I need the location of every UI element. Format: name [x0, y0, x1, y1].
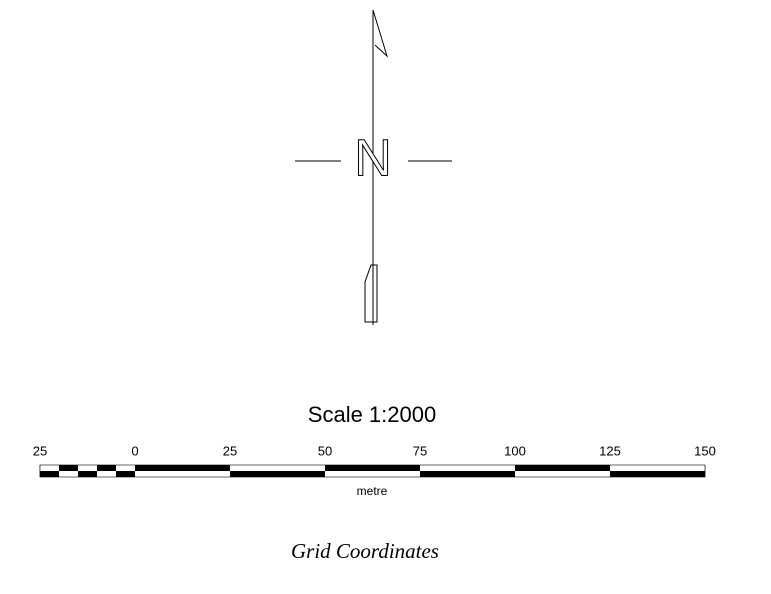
scale-segment: [78, 471, 97, 477]
scale-tick-label: 25: [223, 443, 237, 458]
caption: Grid Coordinates: [291, 539, 439, 563]
scale-segment: [230, 471, 325, 477]
scale-bar: 25 0 25 50 75 100 125 150: [33, 443, 716, 478]
scale-title: Scale 1:2000: [308, 402, 436, 427]
scale-segment: [116, 471, 135, 477]
scale-segment: [97, 465, 116, 471]
scale-segment: [515, 465, 610, 471]
scale-tick-label: 125: [599, 443, 621, 458]
north-arrow: N: [295, 9, 452, 325]
scale-tick-label: 75: [413, 443, 427, 458]
scale-tick-label: 25: [33, 443, 47, 458]
scale-tick-label: 150: [694, 443, 716, 458]
scale-segment: [40, 471, 59, 477]
scale-tick-label: 100: [504, 443, 526, 458]
arrow-tail: [364, 264, 378, 323]
north-letter: N: [354, 130, 392, 188]
scale-segment: [325, 465, 420, 471]
scale-tick-label: 50: [318, 443, 332, 458]
scale-segment: [420, 471, 515, 477]
arrow-head: [372, 9, 389, 58]
scale-tick-label: 0: [131, 443, 138, 458]
scale-segment: [610, 471, 705, 477]
scale-segment: [59, 465, 78, 471]
scale-segment: [135, 465, 230, 471]
scale-unit: metre: [357, 484, 388, 498]
